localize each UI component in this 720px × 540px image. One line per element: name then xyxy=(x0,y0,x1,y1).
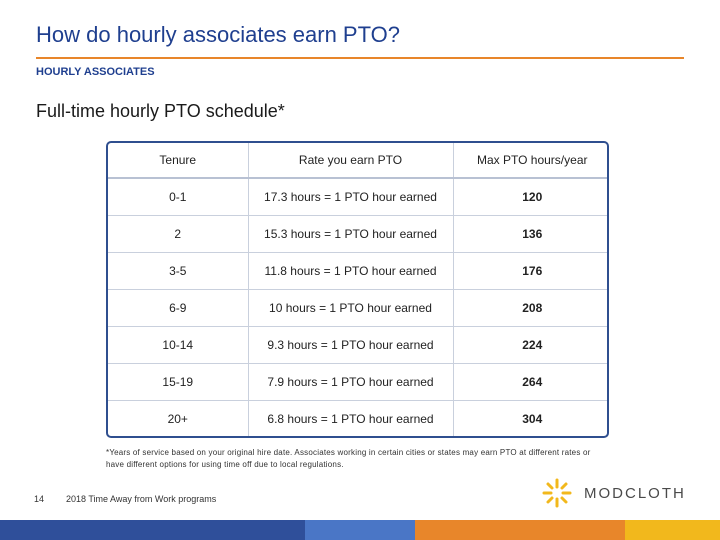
table-subtitle: Full-time hourly PTO schedule* xyxy=(36,101,285,121)
max-pto-cell: 304 xyxy=(522,412,543,426)
tenure-cell: 3-5 xyxy=(108,252,249,290)
max-pto-cell: 120 xyxy=(453,178,607,216)
page-number: 14 xyxy=(34,494,45,504)
footer-text: 2018 Time Away from Work programs xyxy=(66,494,217,504)
table-row: 20+ 6.8 hours = 1 PTO hour earned 304 xyxy=(108,400,607,436)
tenure-cell: 10-14 xyxy=(108,326,249,364)
title-divider xyxy=(36,57,684,59)
rate-cell: 17.3 hours = 1 PTO hour earned xyxy=(248,178,454,216)
bar-segment xyxy=(150,520,305,540)
table-row: 3-5 11.8 hours = 1 PTO hour earned 176 xyxy=(108,252,607,290)
rate-cell: 9.3 hours = 1 PTO hour earned xyxy=(248,326,454,364)
logo-burst-icon xyxy=(542,478,572,508)
rate-cell: 15.3 hours = 1 PTO hour earned xyxy=(248,215,454,253)
table-row: 0-1 17.3 hours = 1 PTO hour earned 120 xyxy=(108,178,607,216)
table-row: 15-19 7.9 hours = 1 PTO hour earned 264 xyxy=(108,363,607,401)
footnote: *Years of service based on your original… xyxy=(106,448,591,469)
rate-cell: 6.8 hours = 1 PTO hour earned xyxy=(248,400,454,436)
table-row: 10-14 9.3 hours = 1 PTO hour earned 224 xyxy=(108,326,607,364)
tenure-cell: 2 xyxy=(108,215,249,253)
slide-title: How do hourly associates earn PTO? xyxy=(36,22,400,47)
tenure-cell: 6-9 xyxy=(108,289,249,327)
bar-segment xyxy=(0,520,150,540)
tenure-cell: 15-19 xyxy=(108,363,249,401)
bottom-color-bar xyxy=(0,520,720,540)
table-row: 2 15.3 hours = 1 PTO hour earned 136 xyxy=(108,215,607,253)
max-pto-cell: 176 xyxy=(453,252,607,290)
table-row: 6-9 10 hours = 1 PTO hour earned 208 xyxy=(108,289,607,327)
header-rate: Rate you earn PTO xyxy=(248,143,454,179)
bar-segment xyxy=(625,520,720,540)
rate-cell: 10 hours = 1 PTO hour earned xyxy=(248,289,454,327)
max-pto-cell: 264 xyxy=(453,363,607,401)
logo-text: MODCLOTH xyxy=(584,484,686,502)
tenure-cell: 0-1 xyxy=(108,178,249,216)
table-header-row: Tenure Rate you earn PTO Max PTO hours/y… xyxy=(108,143,607,179)
tenure-cell: 20+ xyxy=(108,400,249,436)
max-pto-cell: 136 xyxy=(453,215,607,253)
bar-segment xyxy=(305,520,415,540)
header-max-pto: Max PTO hours/year xyxy=(453,143,607,179)
pto-schedule-table: Tenure Rate you earn PTO Max PTO hours/y… xyxy=(106,141,609,438)
rate-cell: 11.8 hours = 1 PTO hour earned xyxy=(248,252,454,290)
modcloth-logo: MODCLOTH xyxy=(540,478,686,508)
header-tenure: Tenure xyxy=(108,143,249,179)
bar-segment xyxy=(415,520,625,540)
max-pto-cell: 224 xyxy=(453,326,607,364)
max-pto-cell: 208 xyxy=(453,289,607,327)
rate-cell: 7.9 hours = 1 PTO hour earned xyxy=(248,363,454,401)
section-label: HOURLY ASSOCIATES xyxy=(36,66,155,78)
